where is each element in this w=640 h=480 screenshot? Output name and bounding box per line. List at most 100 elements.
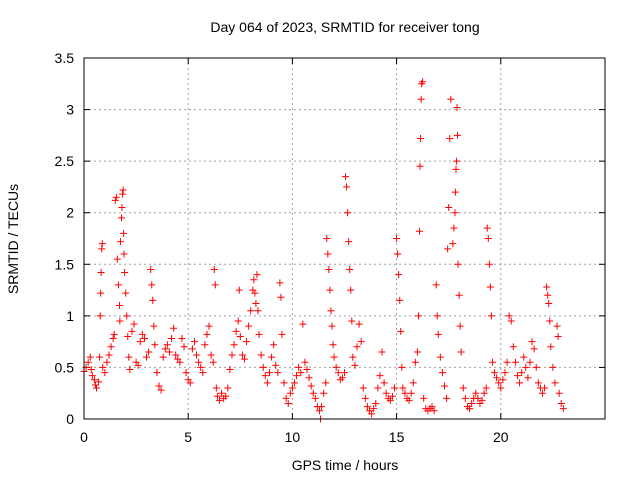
data-point: [386, 396, 394, 404]
data-point: [195, 358, 203, 366]
data-point: [555, 389, 563, 397]
data-point: [411, 358, 419, 366]
data-point: [417, 134, 425, 142]
x-axis-title: GPS time / hours: [292, 457, 399, 473]
data-point: [345, 238, 353, 246]
data-point: [332, 363, 340, 371]
y-tick-label: 0: [66, 411, 74, 427]
data-point: [232, 327, 240, 335]
y-tick-label: 0.5: [55, 359, 75, 375]
axis-tick-labels: 0 5 10 15 20 0 0.5 1 1.5 2 2.5 3 3.5: [55, 50, 509, 445]
data-point: [398, 363, 406, 371]
data-point: [188, 345, 196, 353]
data-point: [382, 389, 390, 397]
data-point: [163, 341, 171, 349]
data-point: [452, 165, 460, 173]
data-point: [205, 322, 213, 330]
data-point: [493, 374, 501, 382]
data-point: [278, 330, 286, 338]
data-point: [326, 286, 334, 294]
x-tick-label: 15: [389, 429, 405, 445]
data-point: [201, 341, 209, 349]
data-point: [253, 271, 261, 279]
data-point: [119, 186, 127, 194]
data-point: [376, 372, 384, 380]
data-point: [96, 312, 104, 320]
data-point: [151, 341, 159, 349]
data-point: [193, 351, 201, 359]
data-point: [178, 335, 186, 343]
data-point: [370, 405, 378, 413]
data-point: [255, 330, 263, 338]
data-point: [318, 403, 326, 411]
data-point: [444, 245, 452, 253]
data-point: [480, 389, 488, 397]
data-point: [116, 317, 124, 325]
data-point: [150, 322, 158, 330]
data-point: [115, 302, 123, 310]
data-point: [101, 369, 109, 377]
data-point: [211, 281, 219, 289]
data-point: [534, 379, 542, 387]
data-point: [522, 363, 530, 371]
data-point: [276, 279, 284, 287]
data-point: [320, 389, 328, 397]
data-point: [347, 286, 355, 294]
y-axis-title: SRMTID / TECUs: [5, 184, 21, 294]
data-point: [505, 312, 513, 320]
data-point: [378, 348, 386, 356]
data-point: [299, 320, 307, 328]
y-tick-label: 3.5: [55, 50, 75, 66]
data-point: [454, 260, 462, 268]
data-point: [209, 358, 217, 366]
data-point: [203, 330, 211, 338]
data-point: [124, 332, 132, 340]
data-point: [341, 369, 348, 377]
data-point: [491, 369, 499, 377]
data-point: [130, 320, 138, 328]
data-point: [461, 394, 469, 402]
data-point: [355, 320, 363, 328]
data-point: [116, 238, 124, 246]
data-point: [96, 353, 104, 361]
data-point: [230, 341, 238, 349]
data-point: [482, 384, 490, 392]
data-point: [134, 361, 142, 369]
data-point: [414, 312, 422, 320]
data-point: [447, 95, 455, 103]
data-point: [486, 283, 494, 291]
data-point: [374, 384, 382, 392]
data-point: [329, 341, 337, 349]
data-point: [393, 235, 401, 242]
data-point: [472, 389, 480, 397]
data-point: [553, 322, 561, 330]
data-point: [334, 369, 342, 377]
data-point: [118, 204, 126, 212]
data-point: [224, 384, 232, 392]
data-point: [453, 104, 461, 112]
data-point: [190, 338, 198, 346]
data-point: [210, 265, 218, 273]
data-point: [353, 343, 361, 351]
data-point: [282, 394, 290, 402]
data-point: [438, 369, 446, 377]
data-point: [88, 372, 96, 380]
data-point: [199, 369, 207, 377]
data-point: [263, 379, 271, 387]
data-point: [455, 291, 463, 299]
data-point: [176, 358, 184, 366]
y-tick-label: 2.5: [55, 153, 75, 169]
data-point: [372, 400, 380, 408]
data-point: [143, 353, 151, 361]
data-point: [388, 392, 396, 400]
data-point: [309, 389, 317, 397]
data-point: [114, 281, 122, 289]
data-point: [453, 157, 461, 165]
data-point: [432, 281, 440, 289]
data-point: [226, 365, 234, 373]
data-point: [513, 372, 521, 380]
data-point: [538, 389, 546, 397]
data-point: [86, 353, 94, 361]
data-point: [497, 384, 505, 392]
